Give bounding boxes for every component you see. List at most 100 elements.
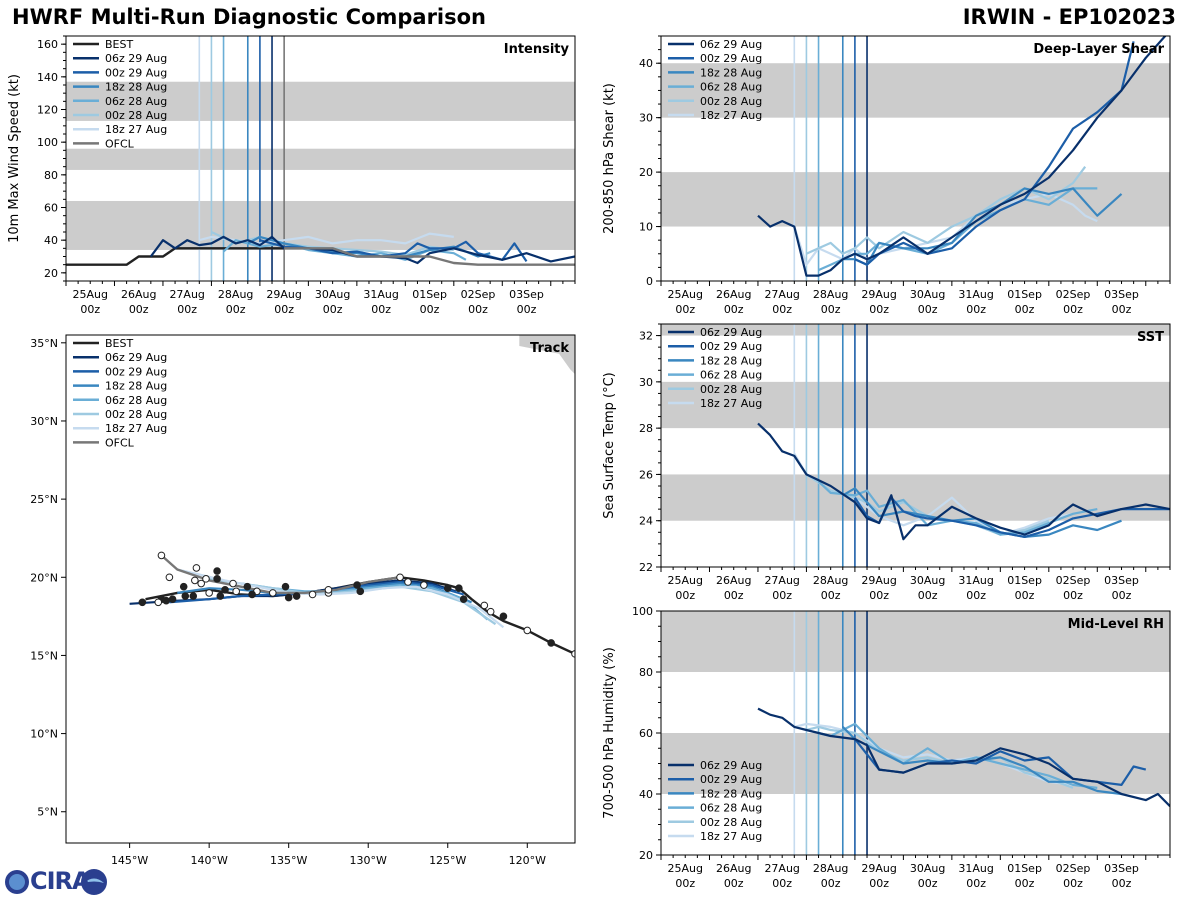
sst-series-18z-28-aug [842,487,1122,539]
shear-legend-label-18z-27-aug: 18z 27 Aug [700,109,762,122]
shear-band-0 [661,172,1170,227]
track-point-25 [229,579,237,588]
rh-xtick-label: 31Aug [958,862,993,875]
shear-legend-label-00z-29-aug: 00z 29 Aug [700,52,762,65]
shear-xtick-label: 00z [675,303,695,316]
intensity-series-18z-27-aug [199,232,454,245]
track-plot-area [129,335,575,658]
sst-band-1 [661,381,1170,429]
track-legend-label-06z-28-aug: 06z 28 Aug [105,394,167,407]
sst-ylabel: Sea Surface Temp (°C) [602,372,617,519]
track-panel-title: Track [530,341,569,356]
track-ytick-label: 30°N [30,415,58,428]
track-point-44 [157,551,166,560]
rh-panel-title: Mid-Level RH [1068,617,1164,632]
rh-xtick-label: 27Aug [764,862,799,875]
shear-xtick-label: 03Sep [1104,288,1139,301]
sst-legend-label-18z-27-aug: 18z 27 Aug [700,397,762,410]
sst-xtick-label: 00z [918,589,938,602]
intensity-xtick-label: 29Aug [266,288,301,301]
track-point-43 [138,598,147,607]
shear-series-06z-29-aug [757,36,1167,277]
rh-panel: 20 40 60 80 100 25Aug 00z 26Aug 00z 27Aug 00z 28Aug… [602,605,1171,890]
intensity-band-2 [66,81,575,121]
track-point-27 [216,592,225,600]
track-point-35 [189,592,198,600]
track-xtick-label: 140°W [190,854,227,867]
sst-legend-label-06z-28-aug: 06z 28 Aug [700,369,762,382]
rh-ytick-label: 20 [639,849,653,862]
track-point-9 [420,581,428,589]
intensity-legend-label-06z-29-aug: 06z 29 Aug [105,52,167,65]
track-legend-label-00z-29-aug: 00z 29 Aug [105,365,167,378]
sst-xtick-label: 00z [675,589,695,602]
sst-xtick-label: 27Aug [764,574,799,587]
shear-xtick-label: 26Aug [716,288,751,301]
track-point-18 [284,593,293,602]
intensity-xtick-label: 00z [177,303,197,316]
intensity-legend-label-18z-28-aug: 18z 28 Aug [105,81,167,94]
intensity-xtick-label: 00z [420,303,440,316]
rh-xtick-label: 00z [1112,877,1132,890]
shear-xtick-label: 00z [966,303,986,316]
shear-xtick-label: 00z [821,303,841,316]
track-point-33 [191,576,199,585]
sst-xtick-label: 26Aug [716,574,751,587]
sst-ytick-label: 32 [639,330,653,343]
track-point-24 [232,587,240,596]
rh-xtick-label: 00z [772,877,792,890]
rh-xtick-label: 03Sep [1104,862,1139,875]
track-point-15 [324,585,333,594]
intensity-legend-label-best: BEST [105,38,133,51]
sst-series-06z-29-aug [757,422,1170,541]
sst-xtick-label: 00z [1015,589,1035,602]
track-point-42 [154,598,163,607]
sst-xtick-label: 00z [1063,589,1083,602]
shear-ytick-label: 20 [639,166,653,179]
sst-xtick-label: 28Aug [813,574,848,587]
intensity-panel-title: Intensity [504,42,570,57]
track-point-6 [459,595,468,603]
rh-legend-label-00z-28-aug: 00z 28 Aug [700,816,762,829]
sst-xtick-label: 00z [1112,589,1132,602]
intensity-xtick-label: 00z [468,303,488,316]
intensity-xtick-label: 02Sep [461,288,496,301]
track-point-2 [523,626,532,635]
sst-plot-area [661,324,1170,567]
track-point-31 [202,575,210,583]
rh-xtick-label: 29Aug [861,862,896,875]
shear-xtick-label: 00z [918,303,938,316]
intensity-legend-label-ofcl: OFCL [105,137,135,150]
page-title: HWRF Multi-Run Diagnostic Comparison [12,5,487,29]
intensity-xtick-label: 00z [371,303,391,316]
intensity-ytick-label: 100 [37,136,58,149]
sst-xtick-label: 02Sep [1056,574,1091,587]
track-point-34 [192,564,201,572]
track-ytick-label: 25°N [30,493,58,506]
track-point-17 [292,592,301,600]
sst-xtick-label: 01Sep [1007,574,1042,587]
sst-ytick-label: 24 [639,515,653,528]
rh-ytick-label: 80 [639,666,653,679]
sst-legend-label-18z-28-aug: 18z 28 Aug [700,354,762,367]
track-point-8 [443,584,452,593]
intensity-xtick-label: 25Aug [72,288,107,301]
intensity-xtick-label: 01Sep [412,288,447,301]
intensity-legend-label-00z-28-aug: 00z 28 Aug [105,109,167,122]
shear-panel-title: Deep-Layer Shear [1033,42,1164,57]
intensity-xtick-label: 28Aug [218,288,253,301]
sst-series-06z-28-aug [817,480,1098,536]
rh-legend-label-06z-28-aug: 06z 28 Aug [700,802,762,815]
track-point-20 [268,589,277,597]
rh-legend-label-06z-29-aug: 06z 29 Aug [700,759,762,772]
sst-xtick-label: 30Aug [910,574,945,587]
intensity-xtick-label: 30Aug [315,288,350,301]
intensity-legend-label-18z-27-aug: 18z 27 Aug [105,123,167,136]
track-point-23 [243,582,252,591]
shear-xtick-label: 27Aug [764,288,799,301]
intensity-ytick-label: 160 [37,38,58,51]
shear-xtick-label: 00z [1015,303,1035,316]
track-point-29 [213,567,221,575]
rh-series-00z-28-aug [806,725,1074,789]
